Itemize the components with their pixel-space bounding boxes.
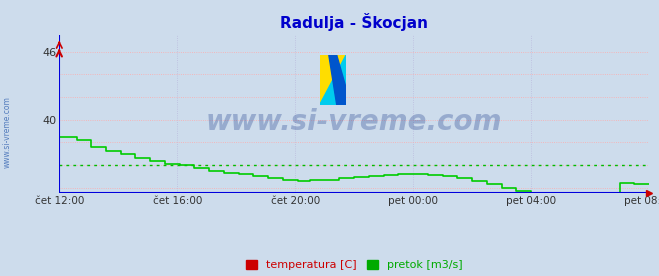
Text: www.si-vreme.com: www.si-vreme.com [206,108,502,136]
Polygon shape [320,55,346,105]
Polygon shape [320,55,346,105]
Legend: temperatura [C], pretok [m3/s]: temperatura [C], pretok [m3/s] [241,256,467,275]
Polygon shape [329,55,346,105]
Text: www.si-vreme.com: www.si-vreme.com [3,97,12,168]
Title: Radulja - Škocjan: Radulja - Škocjan [280,12,428,31]
